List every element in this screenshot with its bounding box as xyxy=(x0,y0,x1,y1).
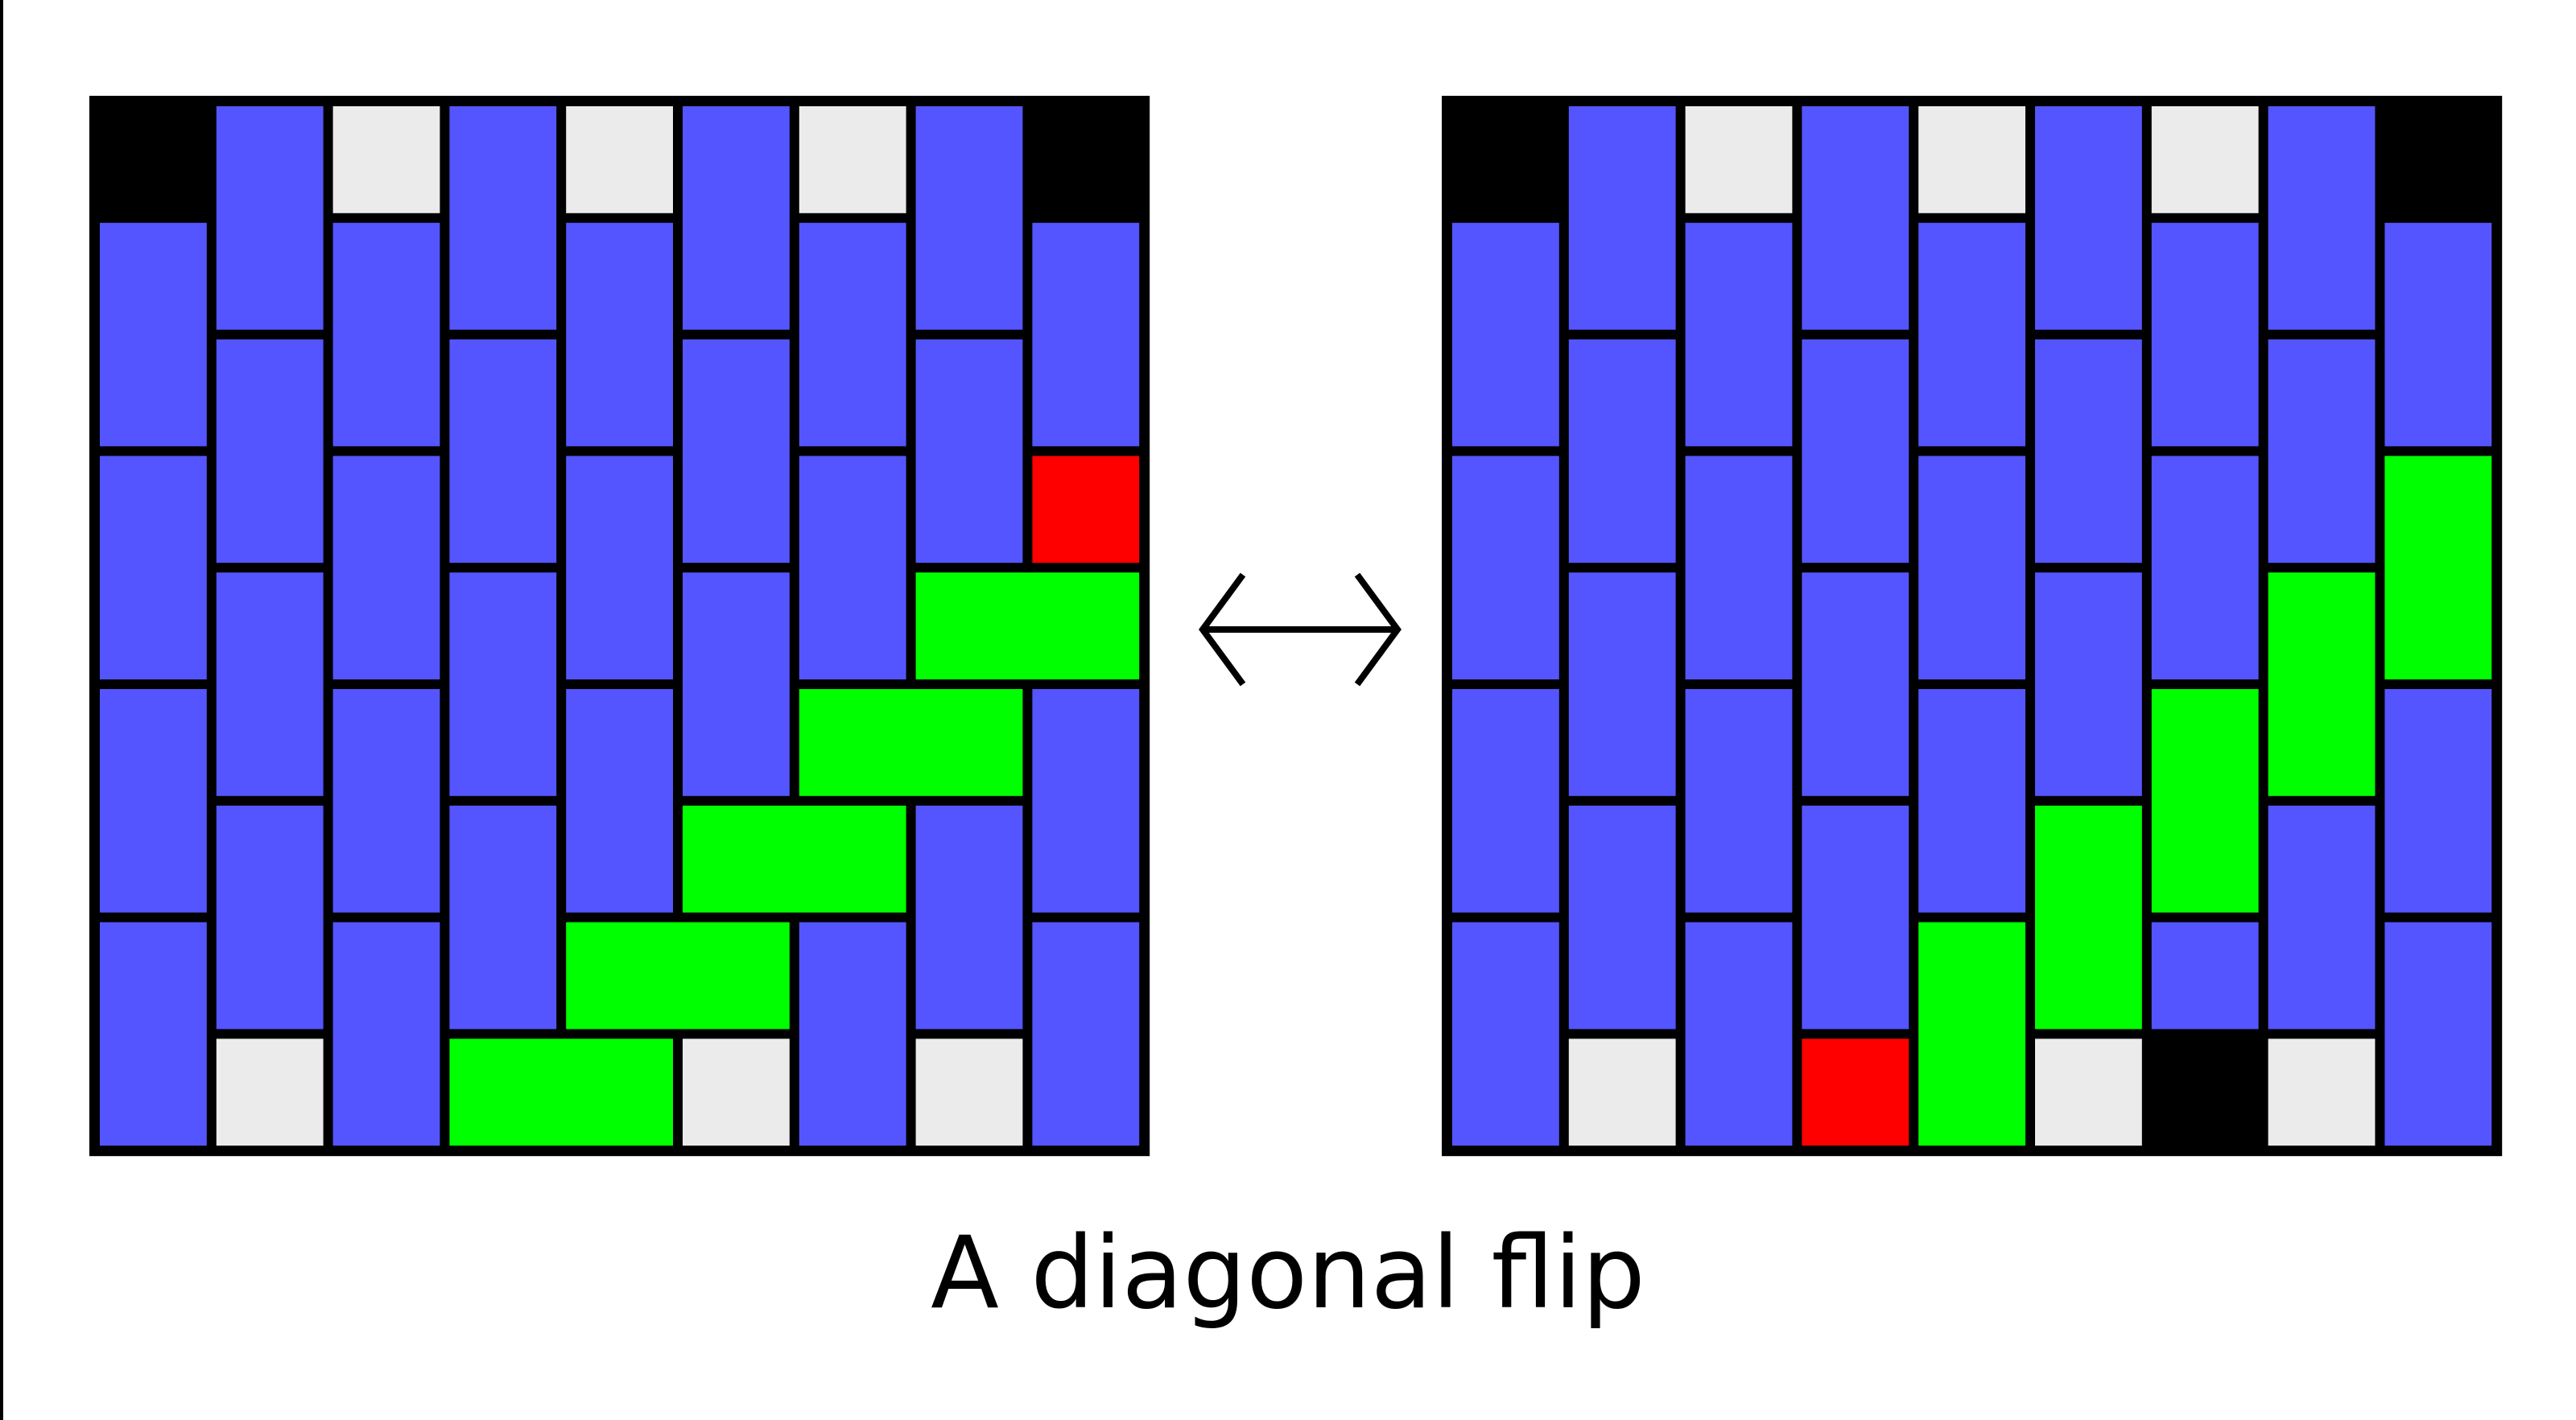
gray-square-tile xyxy=(332,106,440,213)
blue-vertical-domino-tile xyxy=(216,106,324,330)
green-vertical-domino-tile xyxy=(2384,456,2492,679)
blue-vertical-domino-tile xyxy=(1032,689,1140,913)
blue-vertical-domino-tile xyxy=(1918,222,2025,447)
blue-vertical-domino-tile xyxy=(683,572,790,796)
blue-vertical-domino-tile xyxy=(799,456,906,679)
blue-vertical-domino-tile xyxy=(449,106,557,330)
blue-vertical-domino-tile xyxy=(1452,922,1559,1146)
green-horizontal-domino-tile xyxy=(915,572,1140,679)
blue-vertical-domino-tile xyxy=(1452,689,1559,913)
board-before-flip xyxy=(89,96,1150,1157)
blue-vertical-domino-tile xyxy=(1802,106,1909,330)
black-square-tile xyxy=(1452,106,1559,213)
blue-square-tile xyxy=(2151,922,2259,1030)
blue-vertical-domino-tile xyxy=(1685,922,1793,1146)
blue-vertical-domino-tile xyxy=(915,805,1023,1030)
blue-vertical-domino-tile xyxy=(915,106,1023,330)
black-square-tile xyxy=(2384,106,2492,213)
green-horizontal-domino-tile xyxy=(566,922,790,1030)
blue-vertical-domino-tile xyxy=(100,922,207,1146)
red-square-tile xyxy=(1032,456,1140,563)
blue-vertical-domino-tile xyxy=(1802,805,1909,1030)
blue-vertical-domino-tile xyxy=(2035,572,2142,796)
blue-vertical-domino-tile xyxy=(2151,456,2259,679)
blue-vertical-domino-tile xyxy=(332,922,440,1146)
blue-vertical-domino-tile xyxy=(100,456,207,679)
blue-vertical-domino-tile xyxy=(2268,805,2376,1030)
blue-vertical-domino-tile xyxy=(449,339,557,563)
blue-vertical-domino-tile xyxy=(1685,222,1793,447)
blue-vertical-domino-tile xyxy=(683,339,790,563)
caption: A diagonal flip xyxy=(931,1216,1645,1331)
green-vertical-domino-tile xyxy=(2268,572,2376,796)
blue-vertical-domino-tile xyxy=(799,222,906,447)
gray-square-tile xyxy=(1685,106,1793,213)
black-square-tile xyxy=(100,106,207,213)
gray-square-tile xyxy=(2151,106,2259,213)
blue-vertical-domino-tile xyxy=(566,456,673,679)
green-vertical-domino-tile xyxy=(2035,805,2142,1030)
blue-vertical-domino-tile xyxy=(1568,106,1676,330)
blue-vertical-domino-tile xyxy=(1568,805,1676,1030)
blue-vertical-domino-tile xyxy=(449,805,557,1030)
blue-vertical-domino-tile xyxy=(566,222,673,447)
gray-square-tile xyxy=(216,1038,324,1146)
blue-vertical-domino-tile xyxy=(2151,222,2259,447)
red-square-tile xyxy=(1802,1038,1909,1146)
blue-vertical-domino-tile xyxy=(915,339,1023,563)
arrow-left-head xyxy=(1199,572,1246,687)
blue-vertical-domino-tile xyxy=(449,572,557,796)
gray-square-tile xyxy=(1568,1038,1676,1146)
blue-vertical-domino-tile xyxy=(566,689,673,913)
blue-vertical-domino-tile xyxy=(683,106,790,330)
blue-vertical-domino-tile xyxy=(2384,689,2492,913)
blue-vertical-domino-tile xyxy=(1685,456,1793,679)
green-vertical-domino-tile xyxy=(2151,689,2259,913)
gray-square-tile xyxy=(2035,1038,2142,1146)
blue-vertical-domino-tile xyxy=(332,689,440,913)
blue-vertical-domino-tile xyxy=(216,805,324,1030)
blue-vertical-domino-tile xyxy=(1032,222,1140,447)
gray-square-tile xyxy=(1918,106,2025,213)
blue-vertical-domino-tile xyxy=(1802,339,1909,563)
blue-vertical-domino-tile xyxy=(1452,222,1559,447)
green-horizontal-domino-tile xyxy=(799,689,1023,796)
blue-vertical-domino-tile xyxy=(2035,339,2142,563)
blue-vertical-domino-tile xyxy=(2268,106,2376,330)
blue-vertical-domino-tile xyxy=(100,689,207,913)
blue-vertical-domino-tile xyxy=(2268,339,2376,563)
blue-vertical-domino-tile xyxy=(2035,106,2142,330)
gray-square-tile xyxy=(915,1038,1023,1146)
blue-vertical-domino-tile xyxy=(216,572,324,796)
green-vertical-domino-tile xyxy=(1918,922,2025,1146)
blue-vertical-domino-tile xyxy=(216,339,324,563)
blue-vertical-domino-tile xyxy=(1802,572,1909,796)
gray-square-tile xyxy=(799,106,906,213)
gray-square-tile xyxy=(566,106,673,213)
blue-vertical-domino-tile xyxy=(100,222,207,447)
blue-vertical-domino-tile xyxy=(332,222,440,447)
green-horizontal-domino-tile xyxy=(449,1038,673,1146)
left-edge-line xyxy=(0,0,3,1420)
black-square-tile xyxy=(1032,106,1140,213)
left-right-arrow-icon xyxy=(1199,572,1402,687)
green-horizontal-domino-tile xyxy=(683,805,906,913)
blue-vertical-domino-tile xyxy=(1032,922,1140,1146)
blue-vertical-domino-tile xyxy=(332,456,440,679)
blue-vertical-domino-tile xyxy=(1452,456,1559,679)
blue-vertical-domino-tile xyxy=(799,922,906,1146)
arrow-right-head xyxy=(1354,572,1402,687)
gray-square-tile xyxy=(2268,1038,2376,1146)
blue-vertical-domino-tile xyxy=(1918,456,2025,679)
blue-vertical-domino-tile xyxy=(2384,222,2492,447)
blue-vertical-domino-tile xyxy=(2384,922,2492,1146)
blue-vertical-domino-tile xyxy=(1918,689,2025,913)
board-after-flip xyxy=(1442,96,2503,1157)
gray-square-tile xyxy=(683,1038,790,1146)
blue-vertical-domino-tile xyxy=(1568,572,1676,796)
blue-vertical-domino-tile xyxy=(1568,339,1676,563)
blue-vertical-domino-tile xyxy=(1685,689,1793,913)
